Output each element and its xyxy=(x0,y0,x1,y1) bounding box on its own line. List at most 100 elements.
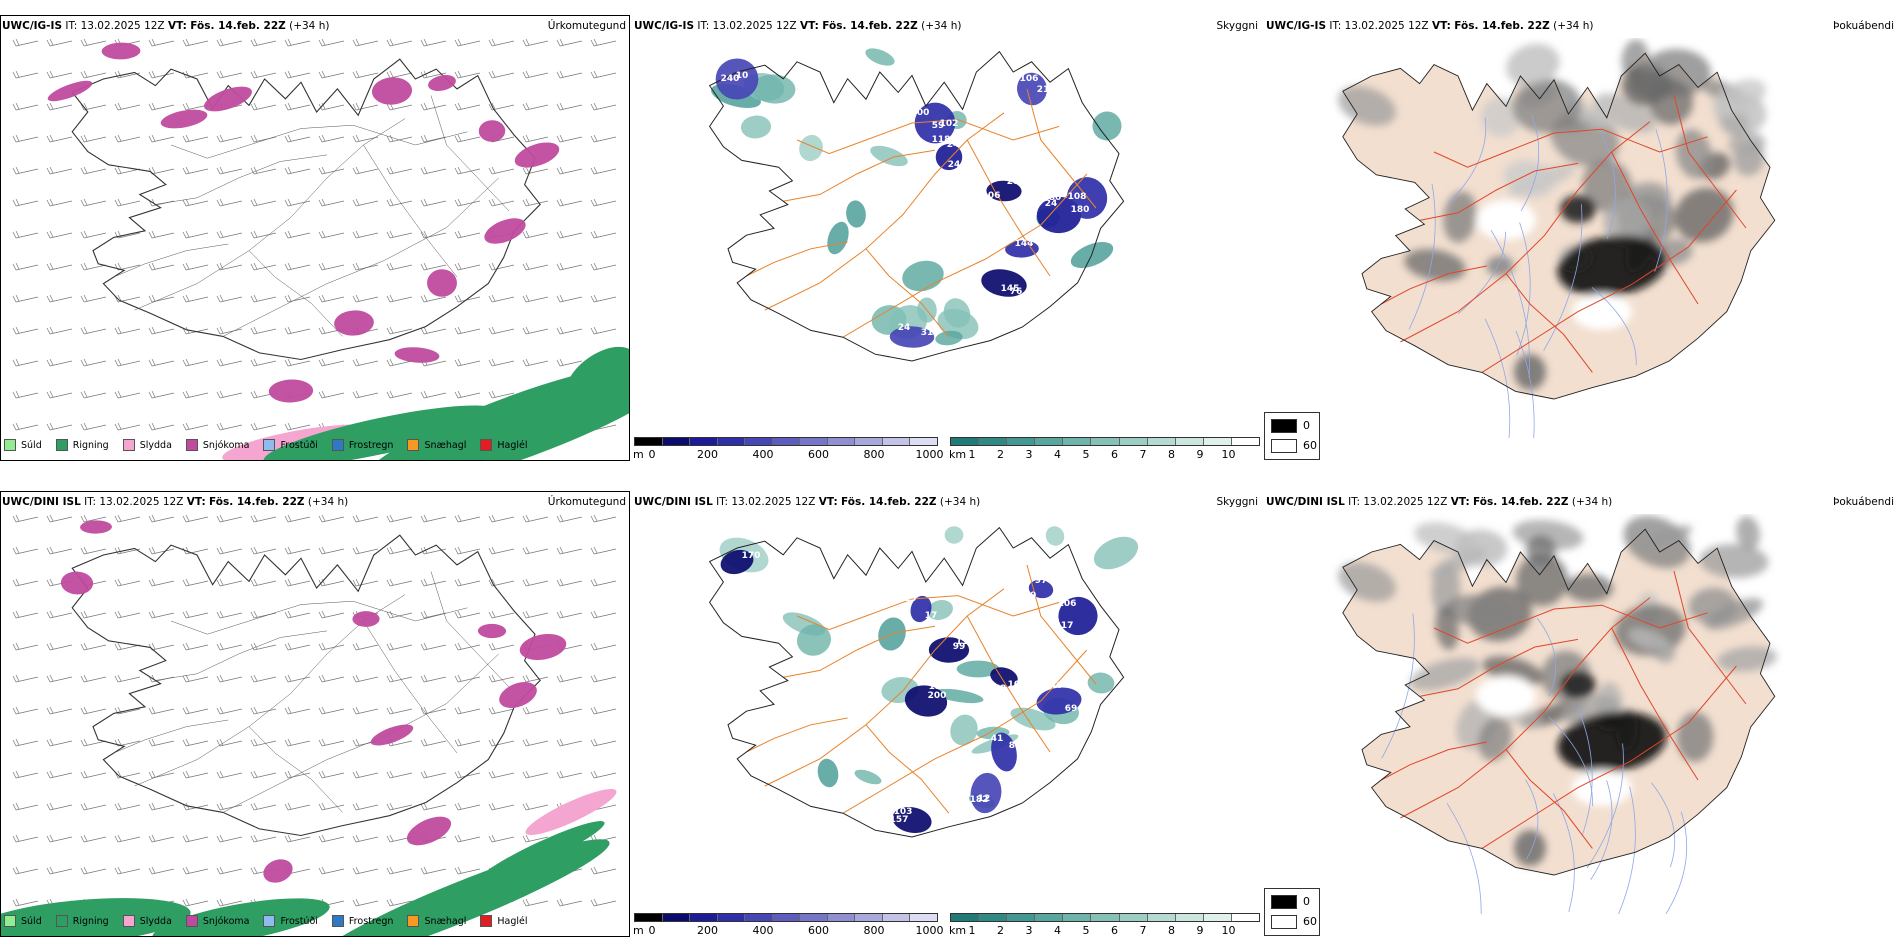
wind-barb xyxy=(80,738,107,747)
cloud-base-label: 17 xyxy=(925,611,938,621)
road-line xyxy=(1611,627,1699,781)
colorbar-swatch xyxy=(910,438,938,445)
wind-barb xyxy=(250,642,277,651)
wind-barb xyxy=(488,38,515,47)
colorbar-tick: 3 xyxy=(1025,924,1033,937)
wind-barb xyxy=(488,738,515,747)
colorbar-swatch xyxy=(635,914,663,921)
valid-time: Fös. 14.feb. 22Z xyxy=(190,20,286,32)
legend-label: Snæhagl xyxy=(424,915,467,927)
colorbar-swatch xyxy=(910,914,938,921)
precip-legend-item: Snæhagl xyxy=(407,439,466,451)
lead-time: (+34 h) xyxy=(289,20,330,32)
river-line xyxy=(1516,222,1531,356)
snow-area xyxy=(484,218,526,244)
wind-barb xyxy=(522,102,549,111)
legend-swatch xyxy=(407,915,420,927)
cloud-base-label: 144 xyxy=(1015,239,1034,249)
wind-barb xyxy=(80,802,107,811)
wind-barb xyxy=(352,166,379,175)
colorbar-tick: 600 xyxy=(808,448,829,461)
forecast-row-top: UWC/IG-IS IT: 13.02.2025 12Z VT: Fös. 14… xyxy=(0,15,1894,461)
valid-time: Fös. 14.feb. 22Z xyxy=(1473,496,1569,508)
fog-area xyxy=(1560,195,1596,223)
rain-area xyxy=(263,405,499,460)
colorbar-tick: 5 xyxy=(1082,924,1090,937)
wind-barb xyxy=(182,578,209,587)
legend-swatch xyxy=(4,915,16,927)
wind-barb xyxy=(556,326,583,335)
wind-barb xyxy=(80,610,107,619)
wind-barb xyxy=(46,770,73,779)
wind-barb xyxy=(250,230,277,239)
wind-barb xyxy=(318,770,345,779)
fog-map-area xyxy=(1264,514,1900,914)
wind-barb xyxy=(182,198,209,207)
visibility-area xyxy=(927,600,953,620)
cloud-base-area xyxy=(720,549,754,575)
cloud-panel-title: Skyggni xyxy=(1216,20,1259,32)
wind-barb xyxy=(182,610,209,619)
wind-barb xyxy=(454,706,481,715)
wind-barb xyxy=(454,70,481,79)
fog-area xyxy=(1736,515,1760,551)
visibility-area xyxy=(799,134,823,162)
cloud-base-label: 145 xyxy=(1001,284,1020,294)
wind-barb xyxy=(80,38,107,47)
snow-area xyxy=(334,310,374,336)
wind-barb xyxy=(454,642,481,651)
cloud-base-area xyxy=(970,772,1002,814)
wind-barb xyxy=(80,262,107,271)
snow-area xyxy=(499,682,537,708)
colorbar-swatch xyxy=(717,438,746,445)
wind-barb xyxy=(114,102,141,111)
wind-barb xyxy=(420,326,447,335)
colorbar-tick: 0 xyxy=(648,448,656,461)
visibility-unit: km xyxy=(949,924,967,937)
wind-barb xyxy=(12,38,39,47)
wind-barb xyxy=(148,866,175,875)
wind-barb xyxy=(556,262,583,271)
wind-barb xyxy=(318,166,345,175)
colorbar-swatch xyxy=(1035,438,1064,445)
cloud-base-label: 102 xyxy=(940,119,959,129)
cloud-base-unit: m xyxy=(633,924,644,937)
wind-barb xyxy=(386,610,413,619)
wind-barb xyxy=(80,834,107,843)
wind-barb xyxy=(318,230,345,239)
wind-barb xyxy=(284,546,311,555)
valid-time: Fös. 14.feb. 22Z xyxy=(209,496,305,508)
road-line xyxy=(746,241,848,277)
road-line xyxy=(1400,597,1651,819)
cloud-panel-title: Skyggni xyxy=(1216,496,1259,508)
wind-barb xyxy=(318,514,345,523)
fog-legend-swatch xyxy=(1271,419,1297,433)
wind-barb xyxy=(80,706,107,715)
fog-panel-title: Þokuábendi xyxy=(1833,20,1894,32)
visibility-area xyxy=(1045,526,1065,546)
wind-barb xyxy=(420,706,447,715)
legend-label: Haglél xyxy=(497,915,528,927)
river-line xyxy=(1520,114,1540,212)
fog-legend-swatch xyxy=(1271,895,1297,909)
colorbar-tick: 200 xyxy=(697,924,718,937)
wind-barb xyxy=(46,642,73,651)
legend-label: Frostúði xyxy=(280,439,318,451)
cloud-base-label: 99 xyxy=(953,642,966,652)
fog-area xyxy=(1512,78,1582,134)
wind-barb xyxy=(182,546,209,555)
fog-area xyxy=(1564,574,1614,602)
wind-barb xyxy=(250,262,277,271)
wind-barb xyxy=(488,610,515,619)
precip-legend-item: Haglél xyxy=(480,915,528,927)
colorbar-swatch xyxy=(772,438,801,445)
colorbar-tick: 0 xyxy=(648,924,656,937)
wind-barb xyxy=(522,706,549,715)
wind-barb xyxy=(352,294,379,303)
road-line xyxy=(170,124,468,159)
wind-barb xyxy=(386,514,413,523)
river-line xyxy=(1548,716,1593,807)
visibility-area xyxy=(797,624,831,656)
wind-barb xyxy=(148,514,175,523)
wind-barb xyxy=(80,358,107,367)
